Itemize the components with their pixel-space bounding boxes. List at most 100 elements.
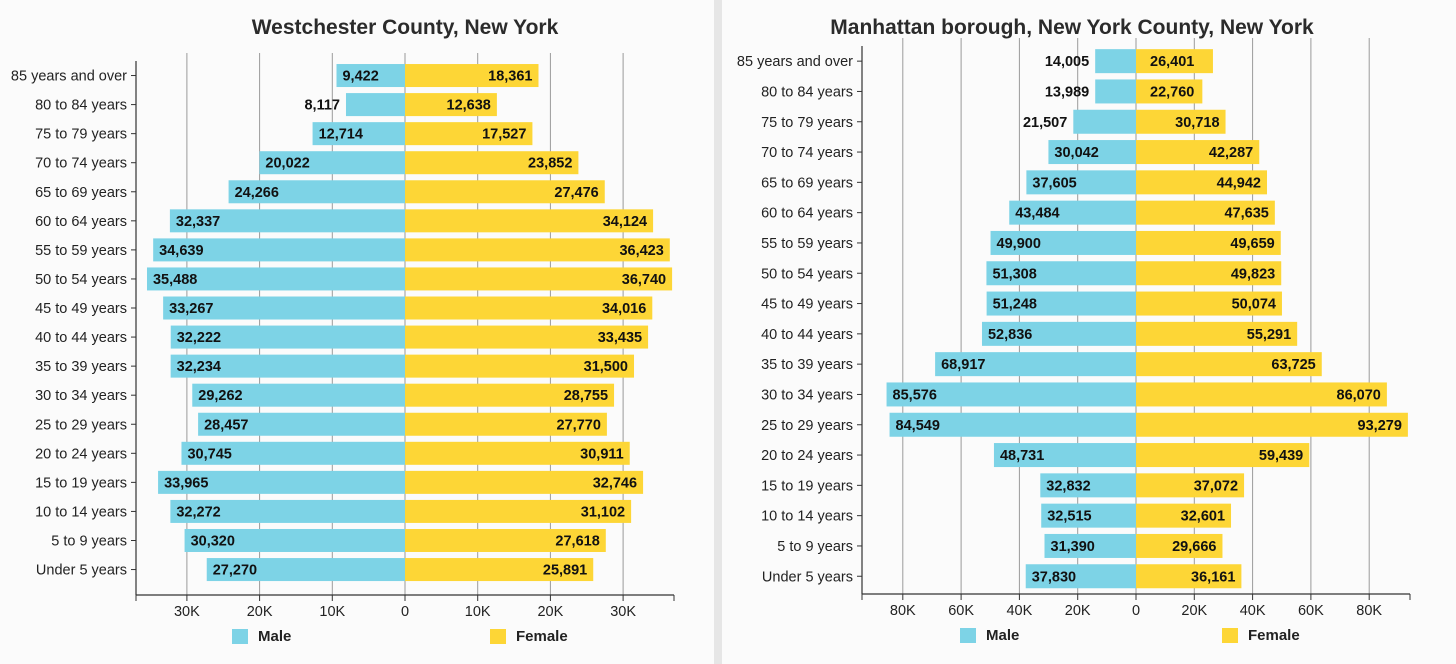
bar-female — [405, 354, 635, 378]
bar-male — [1095, 79, 1136, 104]
bar-female — [1136, 140, 1260, 165]
y-tick-label: 70 to 74 years — [35, 156, 127, 172]
legend-label-female: Female — [1248, 627, 1300, 644]
data-label-male: 33,267 — [169, 301, 213, 317]
data-label-male: 30,320 — [191, 533, 235, 549]
bar-female — [405, 528, 606, 552]
bar-male — [146, 267, 405, 291]
data-label-female: 23,852 — [528, 156, 572, 172]
bar-male — [1026, 170, 1136, 195]
bar-male — [158, 470, 405, 494]
data-label-male: 68,917 — [941, 357, 985, 373]
bar-female — [405, 325, 649, 349]
bar-female — [1136, 352, 1322, 377]
data-label-male: 28,457 — [204, 417, 248, 433]
data-label-female: 34,124 — [603, 214, 647, 230]
bar-male — [986, 261, 1136, 286]
bar-male — [993, 443, 1136, 468]
bar-male — [206, 558, 405, 582]
y-tick-label: 80 to 84 years — [35, 98, 127, 114]
data-label-female: 27,476 — [554, 185, 598, 201]
y-tick-label: 50 to 54 years — [761, 266, 853, 282]
legend-swatch-male — [960, 628, 976, 643]
data-label-female: 32,746 — [593, 475, 637, 491]
data-label-male: 43,484 — [1015, 206, 1059, 222]
y-tick-label: 60 to 64 years — [35, 214, 127, 230]
y-tick-label: 5 to 9 years — [777, 539, 853, 555]
data-label-female: 34,016 — [602, 301, 646, 317]
data-label-female: 86,070 — [1337, 387, 1381, 403]
bar-female — [1136, 564, 1242, 589]
y-tick-label: 15 to 19 years — [761, 478, 853, 494]
bar-male — [170, 499, 405, 523]
chart-title: Westchester County, New York — [251, 16, 559, 39]
data-label-male: 32,272 — [176, 504, 220, 520]
bar-female — [1136, 79, 1203, 104]
data-label-female: 27,770 — [557, 417, 601, 433]
y-tick-label: 20 to 24 years — [761, 448, 853, 464]
legend-item-male[interactable]: Male — [232, 628, 291, 645]
data-label-male: 14,005 — [1045, 54, 1089, 70]
data-label-female: 37,072 — [1194, 478, 1238, 494]
x-tick-label: 0 — [1132, 603, 1140, 619]
bar-female — [1136, 170, 1268, 195]
bar-male — [986, 291, 1136, 316]
x-tick-label: 20K — [247, 604, 273, 620]
x-tick-label: 20K — [537, 604, 563, 620]
data-label-male: 35,488 — [153, 272, 197, 288]
y-tick-label: 65 to 69 years — [35, 185, 127, 201]
y-tick-label: 55 to 59 years — [35, 243, 127, 259]
data-label-female: 25,891 — [543, 563, 587, 579]
data-label-female: 59,439 — [1259, 448, 1303, 464]
data-label-male: 85,576 — [893, 387, 937, 403]
y-tick-label: 35 to 39 years — [35, 359, 127, 375]
data-label-female: 49,659 — [1230, 236, 1274, 252]
bar-male — [259, 151, 405, 175]
legend-item-female[interactable]: Female — [490, 628, 568, 645]
data-label-male: 51,248 — [993, 297, 1037, 313]
x-tick-label: 0 — [401, 604, 409, 620]
legend-item-male[interactable]: Male — [960, 627, 1019, 644]
x-tick-label: 80K — [1356, 603, 1382, 619]
chart-svg: 85 years and over 14,005 26,401 80 to 84 ye… — [737, 38, 1411, 619]
y-tick-label: 35 to 39 years — [761, 357, 853, 373]
bar-female — [405, 499, 632, 523]
data-label-male: 30,745 — [187, 446, 231, 462]
data-label-female: 26,401 — [1150, 54, 1194, 70]
bar-male — [886, 382, 1136, 407]
bar-male — [345, 93, 405, 117]
bar-male — [181, 441, 405, 465]
data-label-male: 21,507 — [1023, 115, 1067, 131]
bar-female — [405, 441, 630, 465]
x-tick-label: 60K — [948, 603, 974, 619]
data-label-female: 44,942 — [1217, 175, 1261, 191]
bar-female — [405, 238, 670, 262]
bar-male — [1041, 503, 1136, 528]
data-label-female: 28,755 — [564, 388, 608, 404]
legend-item-female[interactable]: Female — [1222, 627, 1300, 644]
legend-label-male: Male — [258, 628, 292, 645]
y-tick-label: 55 to 59 years — [761, 236, 853, 252]
bar-male — [1095, 49, 1136, 74]
data-label-female: 55,291 — [1247, 327, 1291, 343]
y-tick-label: 5 to 9 years — [51, 533, 127, 549]
bar-male — [1009, 200, 1136, 225]
y-tick-label: 30 to 34 years — [761, 387, 853, 403]
data-label-male: 33,965 — [164, 475, 208, 491]
data-label-male: 32,222 — [177, 330, 221, 346]
bar-female — [405, 412, 607, 436]
bar-female — [1136, 382, 1387, 407]
bar-female — [405, 267, 673, 291]
bar-male — [170, 354, 405, 378]
bar-female — [405, 122, 533, 146]
bar-male — [1044, 533, 1136, 558]
x-tick-label: 20K — [1181, 603, 1207, 619]
data-label-female: 36,740 — [622, 272, 666, 288]
data-label-female: 33,435 — [598, 330, 642, 346]
y-tick-label: 75 to 79 years — [761, 115, 853, 131]
bar-male — [889, 412, 1136, 437]
x-tick-label: 60K — [1298, 603, 1324, 619]
data-label-male: 51,308 — [992, 266, 1036, 282]
data-label-male: 8,117 — [304, 98, 340, 114]
y-tick-label: Under 5 years — [762, 569, 853, 585]
